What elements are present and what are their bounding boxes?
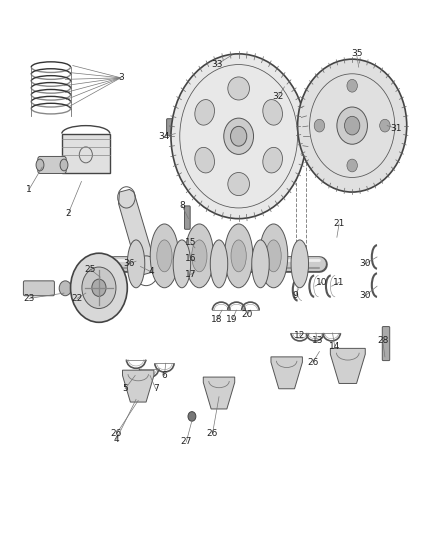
Text: 9: 9	[293, 291, 298, 300]
Ellipse shape	[228, 173, 250, 196]
FancyBboxPatch shape	[38, 157, 66, 173]
Text: 10: 10	[316, 278, 327, 287]
FancyBboxPatch shape	[23, 281, 54, 296]
Text: 12: 12	[294, 331, 305, 340]
Ellipse shape	[150, 224, 179, 288]
Text: 21: 21	[333, 220, 345, 229]
Circle shape	[345, 116, 360, 135]
Circle shape	[314, 119, 325, 132]
Ellipse shape	[224, 224, 253, 288]
Text: 26: 26	[207, 430, 218, 439]
Text: 4: 4	[148, 268, 154, 276]
Circle shape	[337, 107, 367, 144]
Text: 3: 3	[118, 73, 124, 82]
Ellipse shape	[210, 240, 228, 288]
Text: 14: 14	[329, 342, 340, 351]
Text: 11: 11	[333, 278, 345, 287]
Circle shape	[347, 79, 357, 92]
Ellipse shape	[127, 240, 145, 288]
Circle shape	[59, 281, 71, 296]
Text: 32: 32	[272, 92, 284, 101]
Text: 34: 34	[159, 132, 170, 141]
Ellipse shape	[185, 224, 214, 288]
Text: 8: 8	[179, 201, 185, 210]
Circle shape	[71, 253, 127, 322]
Text: 16: 16	[185, 254, 196, 263]
FancyBboxPatch shape	[276, 75, 282, 92]
Text: 22: 22	[71, 294, 83, 303]
Text: 23: 23	[23, 294, 35, 303]
Text: 26: 26	[307, 358, 318, 367]
Text: 31: 31	[390, 124, 402, 133]
Ellipse shape	[195, 100, 215, 125]
Ellipse shape	[231, 240, 246, 272]
Ellipse shape	[192, 240, 207, 272]
Text: 30: 30	[360, 260, 371, 268]
Circle shape	[380, 119, 390, 132]
Ellipse shape	[263, 100, 283, 125]
Text: 35: 35	[351, 50, 362, 58]
Text: 19: 19	[226, 315, 238, 324]
Ellipse shape	[195, 147, 215, 173]
Text: 26: 26	[111, 430, 122, 439]
Text: 36: 36	[124, 260, 135, 268]
Circle shape	[171, 54, 306, 219]
FancyBboxPatch shape	[382, 327, 390, 361]
Text: 20: 20	[242, 310, 253, 319]
Text: 7: 7	[153, 384, 159, 393]
Ellipse shape	[263, 147, 283, 173]
Text: 33: 33	[211, 60, 223, 69]
Text: 6: 6	[162, 371, 167, 380]
Ellipse shape	[60, 159, 68, 171]
Circle shape	[188, 411, 196, 421]
FancyBboxPatch shape	[62, 134, 110, 173]
Text: 25: 25	[85, 265, 96, 273]
Text: 5: 5	[122, 384, 128, 393]
Circle shape	[92, 279, 106, 296]
Text: 18: 18	[211, 315, 223, 324]
Text: 27: 27	[180, 438, 192, 447]
Text: 2: 2	[66, 209, 71, 218]
Text: 15: 15	[185, 238, 196, 247]
FancyBboxPatch shape	[184, 206, 190, 229]
Ellipse shape	[228, 77, 250, 100]
Text: 13: 13	[311, 336, 323, 345]
Circle shape	[82, 267, 116, 309]
Circle shape	[297, 59, 407, 192]
Polygon shape	[330, 349, 365, 383]
Ellipse shape	[259, 224, 288, 288]
Ellipse shape	[252, 240, 269, 288]
Circle shape	[230, 126, 247, 146]
Ellipse shape	[36, 159, 44, 171]
Polygon shape	[271, 357, 302, 389]
Ellipse shape	[157, 240, 172, 272]
Circle shape	[347, 159, 357, 172]
Text: 4: 4	[113, 435, 119, 444]
Circle shape	[224, 118, 254, 155]
Ellipse shape	[291, 240, 308, 288]
Ellipse shape	[173, 240, 191, 288]
Text: 28: 28	[377, 336, 389, 345]
Polygon shape	[119, 189, 155, 274]
Text: 30: 30	[360, 291, 371, 300]
Polygon shape	[123, 370, 154, 402]
FancyBboxPatch shape	[166, 119, 173, 136]
Text: 1: 1	[26, 185, 32, 194]
Polygon shape	[203, 377, 235, 409]
Text: 17: 17	[185, 270, 196, 279]
Ellipse shape	[266, 240, 281, 272]
